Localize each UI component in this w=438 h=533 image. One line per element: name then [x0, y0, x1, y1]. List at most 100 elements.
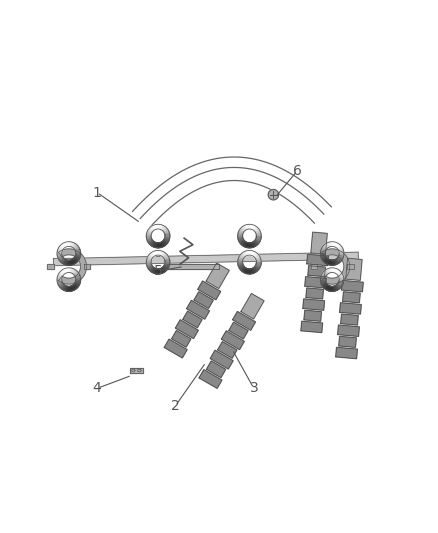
Polygon shape	[165, 262, 170, 264]
Polygon shape	[60, 271, 64, 275]
Polygon shape	[176, 320, 198, 338]
Polygon shape	[339, 251, 344, 252]
Polygon shape	[247, 269, 249, 274]
Polygon shape	[336, 259, 340, 263]
Polygon shape	[338, 247, 343, 250]
Polygon shape	[325, 270, 328, 274]
Polygon shape	[172, 330, 191, 347]
Polygon shape	[162, 241, 166, 246]
Polygon shape	[328, 268, 331, 273]
Text: 5: 5	[154, 264, 162, 278]
Polygon shape	[163, 228, 167, 231]
Polygon shape	[321, 280, 325, 282]
Polygon shape	[57, 251, 62, 253]
Polygon shape	[149, 240, 153, 244]
Polygon shape	[321, 282, 326, 285]
Polygon shape	[321, 254, 325, 255]
Polygon shape	[61, 285, 65, 289]
Polygon shape	[71, 260, 74, 264]
Polygon shape	[71, 243, 74, 247]
Polygon shape	[73, 244, 77, 248]
Polygon shape	[59, 257, 64, 261]
Polygon shape	[159, 269, 161, 274]
Polygon shape	[76, 281, 81, 283]
Polygon shape	[229, 322, 248, 339]
Polygon shape	[333, 268, 335, 273]
Polygon shape	[326, 260, 329, 264]
Polygon shape	[321, 274, 326, 277]
Polygon shape	[156, 251, 157, 255]
Polygon shape	[255, 230, 260, 233]
Polygon shape	[75, 255, 80, 258]
Polygon shape	[335, 269, 338, 273]
Polygon shape	[147, 238, 152, 240]
Polygon shape	[151, 241, 154, 246]
Polygon shape	[72, 286, 75, 290]
Polygon shape	[301, 321, 322, 333]
Polygon shape	[325, 243, 328, 248]
Polygon shape	[57, 255, 62, 257]
Polygon shape	[250, 269, 252, 274]
Polygon shape	[57, 276, 62, 278]
Polygon shape	[335, 260, 339, 264]
Polygon shape	[255, 229, 259, 232]
Polygon shape	[238, 238, 243, 240]
Polygon shape	[71, 242, 73, 247]
Polygon shape	[75, 256, 80, 259]
Polygon shape	[252, 268, 255, 273]
Polygon shape	[256, 257, 261, 260]
Polygon shape	[241, 267, 245, 271]
Polygon shape	[254, 227, 257, 231]
Polygon shape	[72, 259, 76, 263]
Polygon shape	[251, 269, 253, 273]
Polygon shape	[167, 264, 219, 269]
Polygon shape	[238, 258, 243, 261]
Polygon shape	[164, 256, 169, 260]
Polygon shape	[162, 241, 166, 245]
Polygon shape	[73, 244, 76, 248]
Polygon shape	[206, 263, 229, 288]
Polygon shape	[239, 265, 244, 269]
Polygon shape	[74, 257, 78, 261]
Polygon shape	[147, 257, 152, 260]
Polygon shape	[335, 269, 337, 273]
Polygon shape	[254, 268, 258, 272]
Polygon shape	[254, 241, 258, 245]
Polygon shape	[239, 256, 244, 259]
Polygon shape	[165, 236, 170, 238]
Polygon shape	[333, 260, 335, 265]
Polygon shape	[74, 283, 79, 286]
Polygon shape	[249, 224, 250, 229]
Polygon shape	[255, 255, 259, 259]
Polygon shape	[238, 236, 243, 237]
Polygon shape	[328, 260, 330, 265]
Polygon shape	[58, 247, 63, 251]
Polygon shape	[325, 269, 328, 274]
Polygon shape	[326, 269, 329, 273]
Polygon shape	[57, 277, 62, 279]
Polygon shape	[339, 280, 344, 281]
Polygon shape	[328, 242, 331, 247]
Polygon shape	[331, 287, 332, 292]
Polygon shape	[245, 225, 247, 229]
Polygon shape	[165, 258, 170, 260]
Polygon shape	[165, 234, 170, 236]
Polygon shape	[323, 284, 327, 288]
Polygon shape	[198, 281, 221, 300]
Polygon shape	[322, 246, 326, 250]
Polygon shape	[70, 268, 72, 273]
Polygon shape	[321, 282, 326, 286]
Polygon shape	[148, 266, 152, 269]
Polygon shape	[206, 361, 226, 377]
Polygon shape	[149, 241, 153, 245]
Polygon shape	[160, 243, 162, 247]
Polygon shape	[73, 270, 77, 274]
Polygon shape	[238, 262, 243, 263]
Polygon shape	[74, 246, 79, 249]
Polygon shape	[148, 254, 153, 258]
Polygon shape	[321, 278, 325, 280]
Polygon shape	[147, 231, 152, 234]
Polygon shape	[331, 241, 332, 246]
Polygon shape	[146, 236, 151, 238]
Polygon shape	[238, 232, 243, 235]
